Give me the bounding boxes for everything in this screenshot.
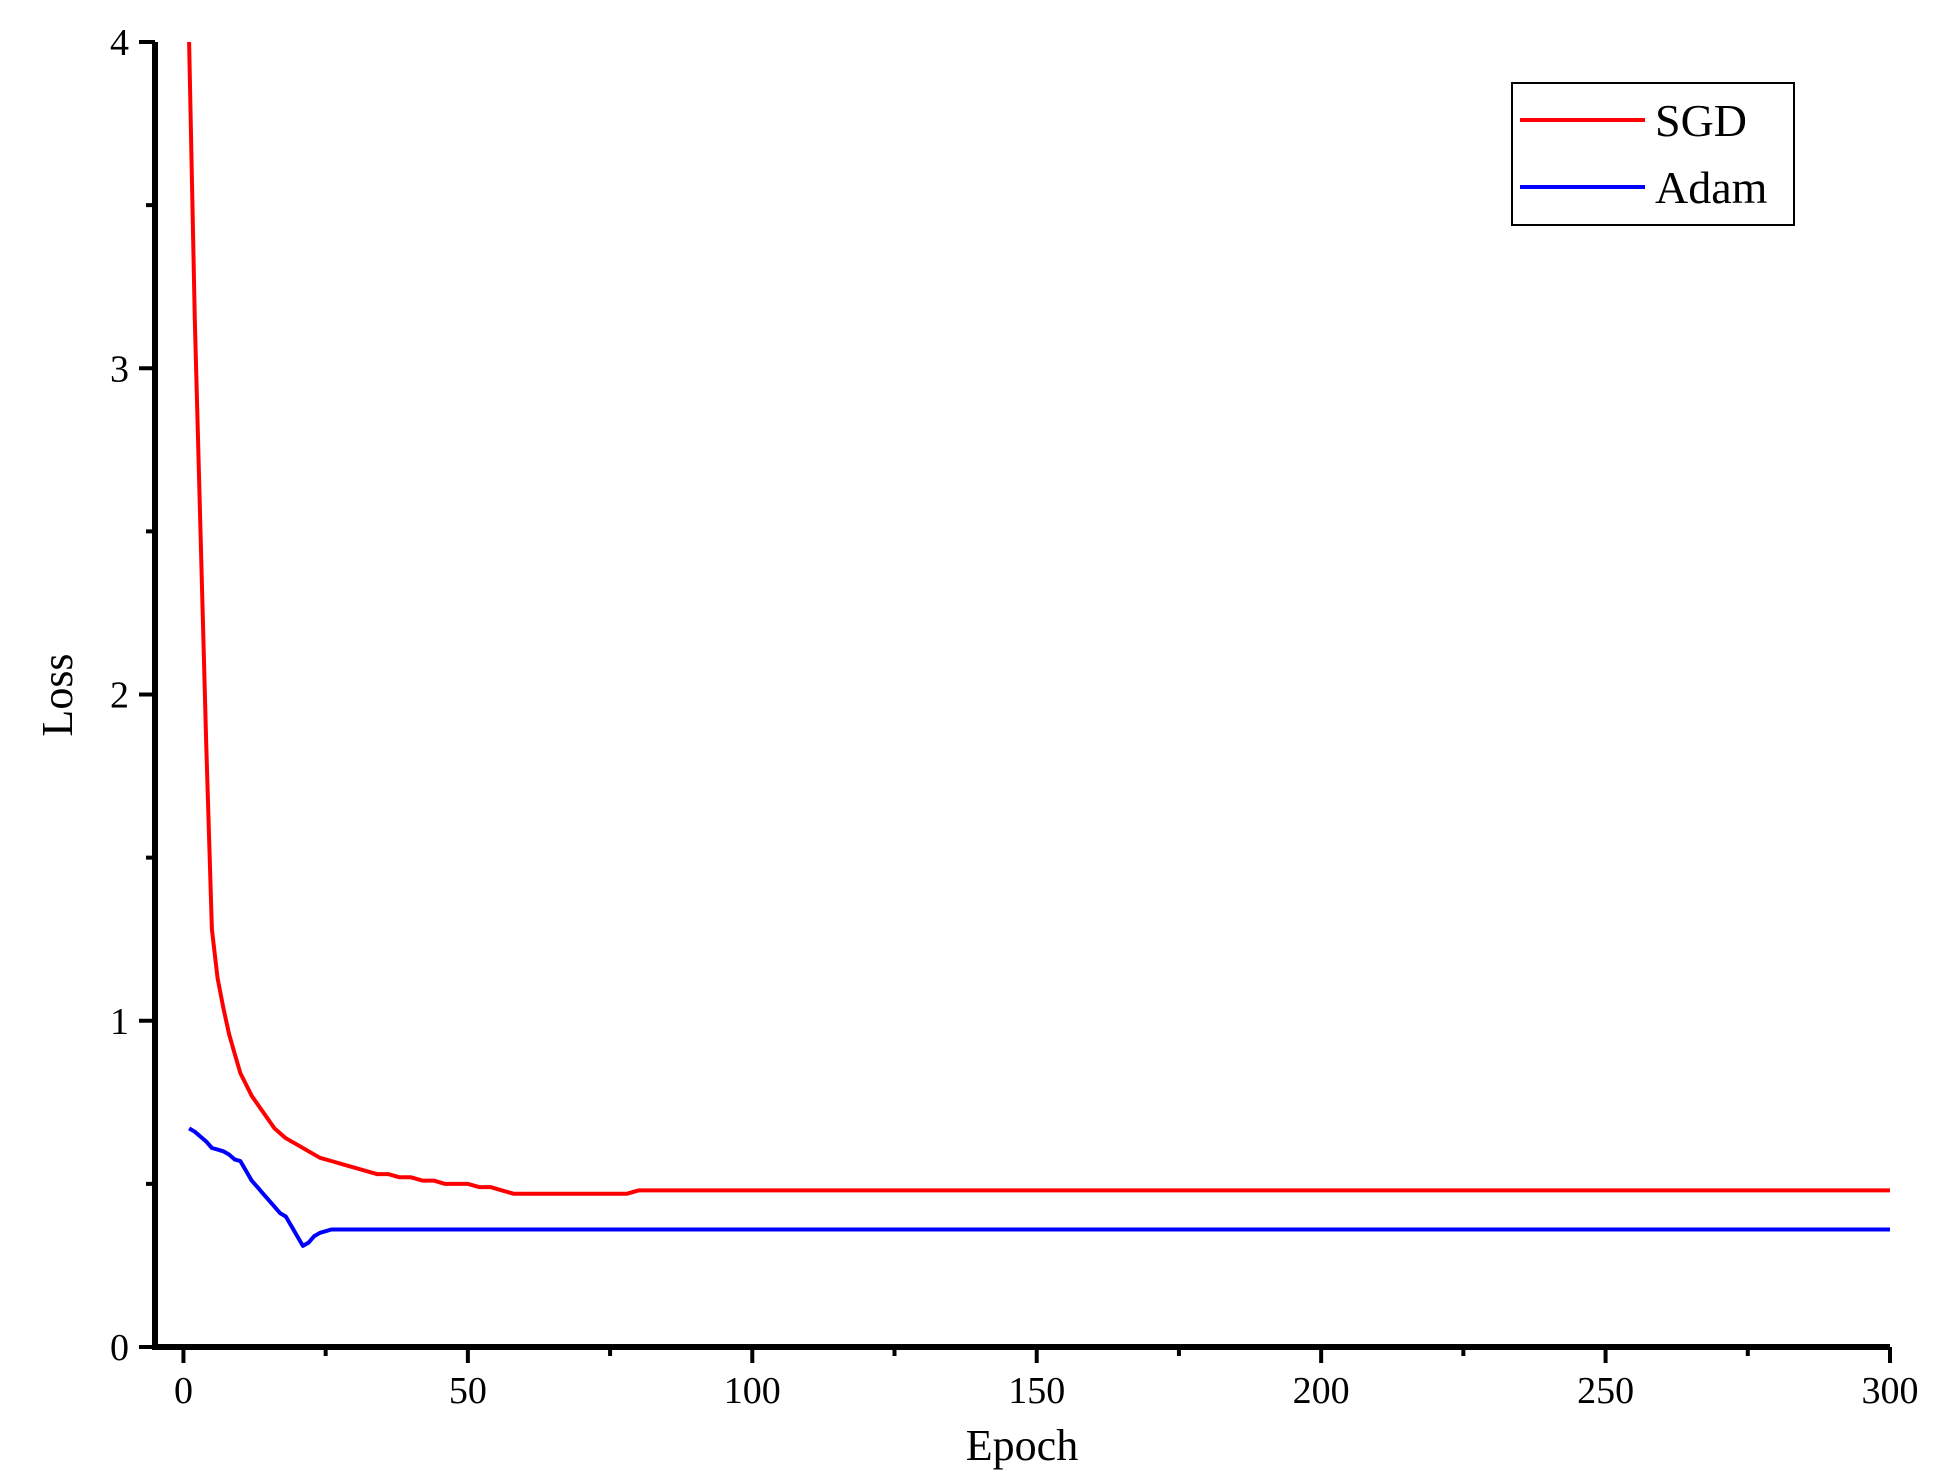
x-tick-label: 100 bbox=[724, 1370, 781, 1412]
x-tick-label: 300 bbox=[1862, 1370, 1919, 1412]
axes-layer bbox=[152, 42, 1890, 1350]
legend-box bbox=[1511, 82, 1795, 226]
legend-label-adam: Adam bbox=[1655, 162, 1768, 213]
x-tick-label: 150 bbox=[1008, 1370, 1065, 1412]
series-line-sgd bbox=[187, 41, 1890, 1196]
x-tick-label: 200 bbox=[1293, 1370, 1350, 1412]
legend-label-sgd: SGD bbox=[1655, 95, 1747, 146]
ticks-layer: 0 50 100 150 200 250 300 0 1 2 3 4 bbox=[110, 22, 1919, 1412]
y-tick-label: 0 bbox=[110, 1327, 129, 1369]
y-axis-title: Loss bbox=[33, 653, 82, 736]
x-axis-title: Epoch bbox=[966, 1421, 1078, 1470]
legend: SGD Adam bbox=[1511, 82, 1795, 226]
y-tick-label: 4 bbox=[110, 22, 129, 64]
y-tick-label: 2 bbox=[110, 675, 129, 717]
x-tick-label: 50 bbox=[449, 1370, 487, 1412]
series-layer bbox=[187, 41, 1890, 1248]
x-tick-label: 0 bbox=[174, 1370, 193, 1412]
y-tick-label: 1 bbox=[110, 1001, 129, 1043]
x-tick-label: 250 bbox=[1577, 1370, 1634, 1412]
y-tick-label: 3 bbox=[110, 348, 129, 390]
series-line-adam bbox=[188, 1126, 1890, 1248]
